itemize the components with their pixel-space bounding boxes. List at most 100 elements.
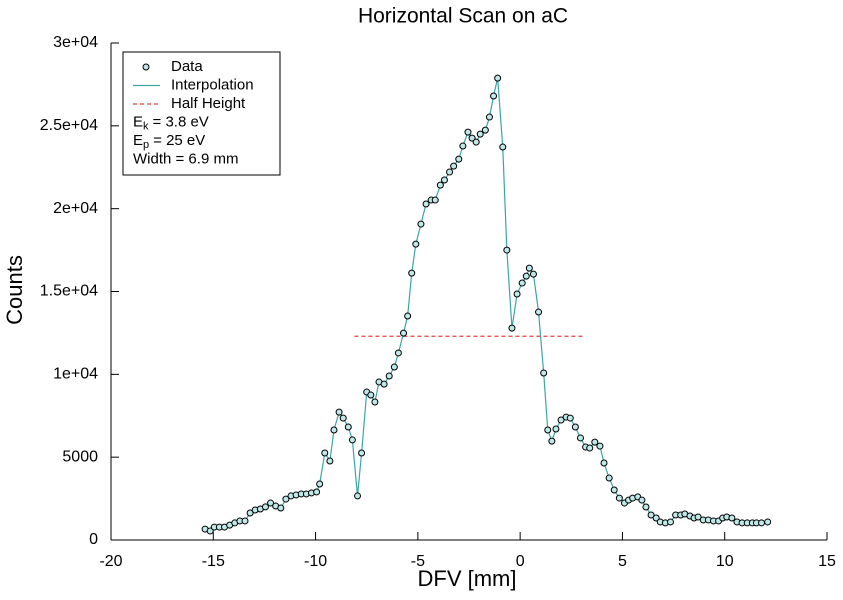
data-point [282, 495, 290, 503]
data-point [615, 494, 623, 502]
data-point [647, 511, 655, 519]
annotation-subscript: p [143, 139, 149, 151]
data-point [455, 155, 463, 163]
data-point [600, 459, 608, 467]
x-tick-label: 5 [618, 553, 627, 570]
data-point [313, 488, 321, 496]
y-tick-label: 5000 [62, 448, 98, 465]
data-point [367, 391, 375, 399]
data-point [354, 492, 362, 500]
data-point [508, 324, 516, 332]
plot-area [201, 74, 772, 535]
data-point [339, 414, 347, 422]
data-point [571, 423, 579, 431]
x-tick-label: 10 [716, 553, 734, 570]
y-tick-label: 1e+04 [53, 366, 98, 383]
data-point [596, 442, 604, 450]
annotation-subscript: k [143, 120, 149, 132]
data-point [326, 457, 334, 465]
data-point [544, 426, 552, 434]
data-point [548, 437, 556, 445]
data-point [246, 509, 254, 517]
y-tick-label: 0 [89, 531, 98, 548]
x-tick-label: 0 [516, 553, 525, 570]
data-point [417, 220, 425, 228]
legend-marker [142, 63, 150, 71]
data-point [586, 444, 594, 452]
x-tick-label: -10 [304, 553, 327, 570]
data-point [728, 514, 736, 522]
data-point [652, 514, 660, 522]
data-point [694, 513, 702, 521]
data-point [490, 92, 498, 100]
data-point [494, 74, 502, 82]
data-point [261, 503, 269, 511]
data-point [330, 426, 338, 434]
data-point [408, 269, 416, 277]
annotation-text: = 3.8 eV [153, 113, 209, 130]
data-point [591, 438, 599, 446]
data-point [472, 138, 480, 146]
data-point [404, 312, 412, 320]
data-point [380, 380, 388, 388]
y-tick-label: 3e+04 [53, 34, 98, 51]
chart-title: Horizontal Scan on aC [358, 5, 568, 28]
data-point [485, 113, 493, 121]
annotation: Ek = 3.8 eV [133, 113, 209, 132]
data-point [316, 480, 324, 488]
data-point [610, 486, 618, 494]
data-point [390, 363, 398, 371]
data-point [525, 264, 533, 272]
data-point [358, 449, 366, 457]
x-axis-label: DFV [mm] [418, 566, 517, 591]
y-axis-label: Counts [2, 255, 27, 325]
data-point [321, 449, 329, 457]
annotation-text: = 25 eV [153, 132, 205, 149]
data-point [436, 181, 444, 189]
data-point [758, 519, 766, 527]
x-tick-label: -20 [99, 553, 122, 570]
data-point [348, 436, 356, 444]
data-point [638, 496, 646, 504]
data-point [667, 518, 675, 526]
data-point [400, 329, 408, 337]
annotation-symbol: E [133, 132, 143, 149]
data-point [642, 503, 650, 511]
data-point [503, 246, 511, 254]
data-point [476, 130, 484, 138]
data-point [459, 142, 467, 150]
data-point [540, 369, 548, 377]
series-line [204, 77, 768, 532]
data-point [412, 240, 420, 248]
data-point [522, 272, 530, 280]
legend-label: Data [171, 58, 203, 75]
y-tick-label: 2.5e+04 [40, 117, 98, 134]
data-point [605, 474, 613, 482]
data-point [499, 143, 507, 151]
x-tick-label: -5 [411, 553, 425, 570]
data-point [513, 290, 521, 298]
data-point [552, 425, 560, 433]
data-point [394, 349, 402, 357]
y-tick-label: 2e+04 [53, 200, 98, 217]
data-point [431, 196, 439, 204]
legend-box [122, 51, 281, 176]
data-point [535, 308, 543, 316]
data-point [557, 416, 565, 424]
data-point [464, 128, 472, 136]
data-point [267, 499, 275, 507]
data-point [764, 518, 772, 526]
data-point [344, 423, 352, 431]
data-point [566, 414, 574, 422]
data-point [206, 527, 214, 535]
data-point [481, 126, 489, 134]
annotation: Ep = 25 eV [133, 132, 205, 151]
x-tick-label: -15 [202, 553, 225, 570]
legend-label: Half Height [171, 95, 246, 112]
data-point [241, 517, 249, 525]
y-tick-label: 1.5e+04 [40, 283, 98, 300]
data-point [277, 504, 285, 512]
annotation: Width = 6.9 mm [133, 150, 238, 167]
